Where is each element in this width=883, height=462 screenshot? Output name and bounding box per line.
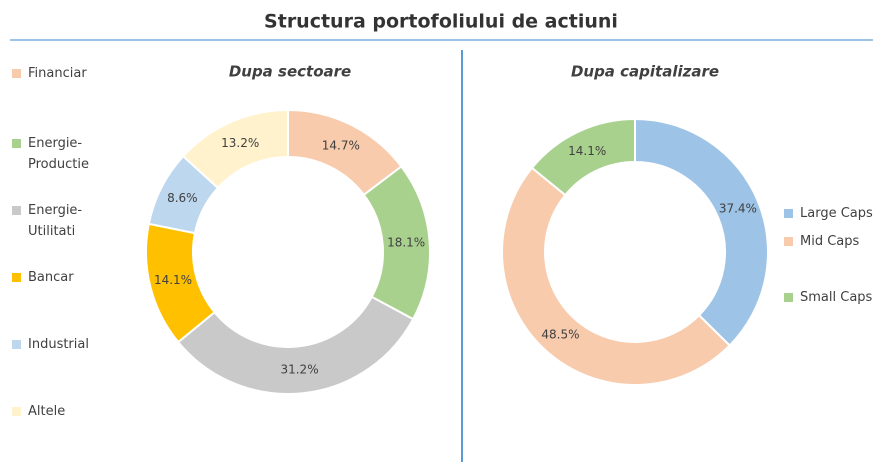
data-label: 14.1% [568, 144, 606, 158]
donut-slice [634, 117, 769, 347]
data-label: 48.5% [541, 327, 579, 341]
legend-swatch [12, 69, 21, 78]
legend-entry: Large Caps [784, 203, 883, 224]
data-label: 37.4% [719, 202, 757, 216]
chart-subtitle: Dupa sectoare [229, 63, 351, 81]
donut-slice [501, 166, 732, 386]
data-label: 18.1% [387, 235, 425, 249]
data-label: 8.6% [167, 191, 198, 205]
legend-entry: Financiar [12, 63, 108, 84]
legend-swatch [12, 407, 21, 416]
legend-label: Small Caps [800, 290, 873, 305]
legend-swatch [12, 139, 21, 148]
donut-slice [176, 295, 415, 395]
donut-slice [530, 117, 636, 197]
chart-title: Structura portofoliului de actiuni [264, 11, 618, 33]
legend-entry: Small Caps [784, 287, 883, 308]
legend-label: Bancar [28, 270, 74, 285]
legend-entry: Bancar [12, 267, 108, 288]
legend-swatch [784, 209, 793, 218]
legend-label: Mid Caps [800, 234, 860, 249]
legend-swatch [12, 206, 21, 215]
legend-entry: Mid Caps [784, 231, 883, 252]
legend-label: Energie-Productie [28, 136, 89, 172]
data-label: 14.7% [322, 138, 360, 152]
chart-subtitle: Dupa capitalizare [571, 63, 719, 81]
legend-label: Industrial [28, 337, 89, 352]
data-label: 14.1% [154, 273, 192, 287]
donut-slice [181, 108, 289, 190]
legend-entry: Energie-Productie [12, 133, 108, 175]
legend-entry: Altele [12, 401, 108, 422]
legend-swatch [12, 340, 21, 349]
legend-swatch [784, 237, 793, 246]
legend-label: Energie-Utilitati [28, 203, 83, 239]
legend-entry: Energie-Utilitati [12, 200, 108, 242]
legend-label: Altele [28, 404, 66, 419]
legend-label: Financiar [28, 66, 87, 81]
legend-entry: Industrial [12, 334, 108, 355]
data-label: 31.2% [280, 362, 318, 376]
data-label: 13.2% [221, 136, 259, 150]
legend-swatch [784, 293, 793, 302]
legend-label: Large Caps [800, 206, 873, 221]
legend-swatch [12, 273, 21, 282]
